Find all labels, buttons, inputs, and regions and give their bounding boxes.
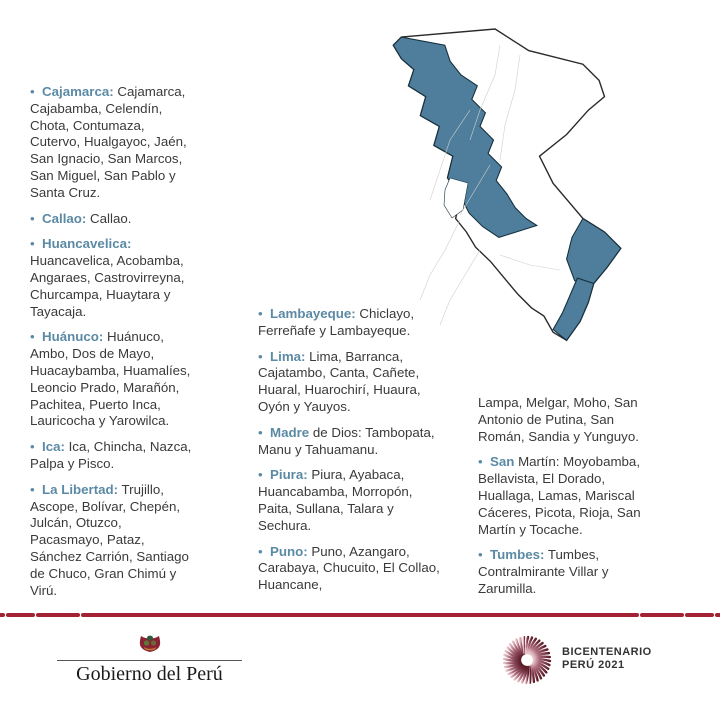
svg-text:BICENTENARIO: BICENTENARIO bbox=[562, 646, 652, 658]
svg-text:PERÚ 2021: PERÚ 2021 bbox=[562, 658, 625, 671]
